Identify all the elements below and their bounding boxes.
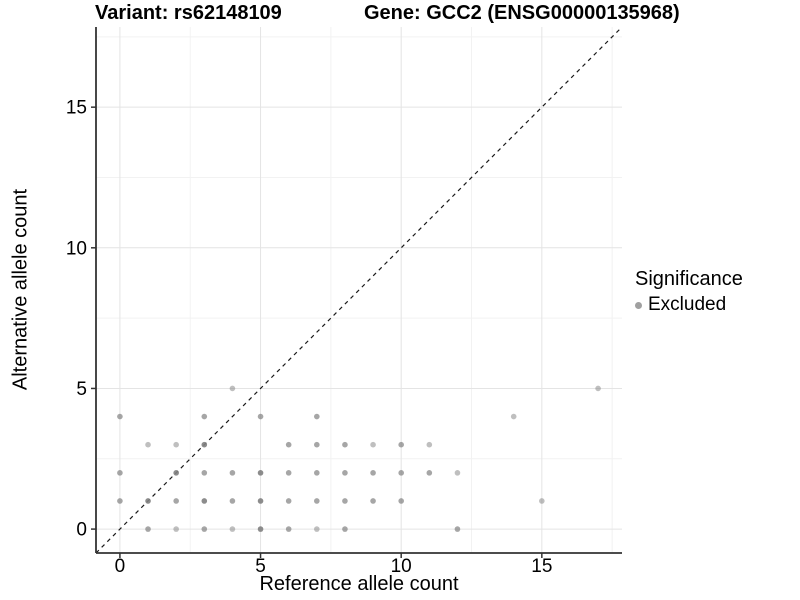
data-point: [173, 498, 179, 504]
data-point: [426, 470, 433, 476]
data-point: [201, 526, 208, 532]
data-point: [173, 526, 179, 532]
data-point: [370, 498, 376, 504]
y-tick-label: 5: [76, 379, 87, 400]
x-axis-title: Reference allele count: [259, 573, 459, 595]
data-point: [229, 526, 236, 532]
legend-item-label: Excluded: [648, 294, 727, 315]
data-point: [257, 413, 264, 420]
data-point: [539, 498, 545, 504]
minor-gridlines: [96, 27, 622, 553]
tick-labels: 0 5 10 15 0 5 10 15: [66, 98, 553, 577]
x-tick-label: 10: [391, 556, 412, 577]
data-point: [117, 470, 123, 476]
legend-point-icon: [635, 301, 642, 309]
y-tick-label: 0: [76, 520, 87, 541]
gene-title: Gene: GCC2 (ENSG00000135968): [364, 2, 680, 24]
legend: Significance Excluded: [635, 268, 743, 316]
data-point: [117, 498, 123, 504]
data-point: [426, 441, 433, 448]
legend-title: Significance: [635, 268, 743, 290]
data-point: [229, 470, 236, 476]
axes: [95, 27, 622, 554]
data-point: [398, 498, 404, 504]
data-point: [201, 470, 208, 476]
data-point: [342, 441, 348, 448]
data-point: [257, 498, 264, 504]
data-point: [117, 413, 123, 420]
data-point: [370, 470, 376, 476]
data-point: [285, 526, 292, 532]
data-point: [314, 413, 320, 420]
data-point: [201, 413, 208, 420]
data-point: [229, 498, 236, 504]
y-tick-label: 15: [66, 98, 87, 119]
data-point: [285, 470, 292, 476]
data-point: [173, 441, 179, 448]
data-point: [398, 441, 404, 448]
data-point: [398, 470, 404, 476]
variant-title: Variant: rs62148109: [95, 2, 282, 24]
data-point: [145, 441, 151, 448]
x-tick-label: 0: [115, 556, 126, 577]
data-point: [342, 498, 348, 504]
data-point: [145, 526, 151, 532]
y-axis-title: Alternative allele count: [9, 188, 32, 391]
data-point: [595, 385, 601, 392]
data-point: [257, 470, 264, 476]
data-point: [454, 470, 461, 476]
y-tick-label: 10: [66, 238, 87, 259]
data-point: [201, 498, 208, 504]
data-point: [370, 441, 376, 448]
identity-line: [95, 26, 623, 554]
x-tick-label: 15: [531, 556, 552, 577]
data-point: [145, 498, 151, 504]
data-point: [285, 441, 292, 448]
data-point: [173, 470, 179, 476]
data-point: [201, 441, 208, 448]
data-point: [342, 470, 348, 476]
data-point: [342, 526, 348, 532]
data-point: [314, 470, 320, 476]
major-gridlines: [96, 27, 622, 553]
data-point: [314, 441, 320, 448]
legend-item-excluded: Excluded: [635, 294, 743, 316]
x-tick-label: 5: [255, 556, 266, 577]
data-point: [314, 498, 320, 504]
data-point: [229, 385, 236, 392]
data-point: [454, 526, 461, 532]
data-point: [257, 526, 264, 532]
tick-marks: [91, 106, 543, 558]
data-points: [117, 385, 601, 532]
data-point: [510, 413, 517, 420]
data-point: [285, 498, 292, 504]
data-point: [314, 526, 320, 532]
